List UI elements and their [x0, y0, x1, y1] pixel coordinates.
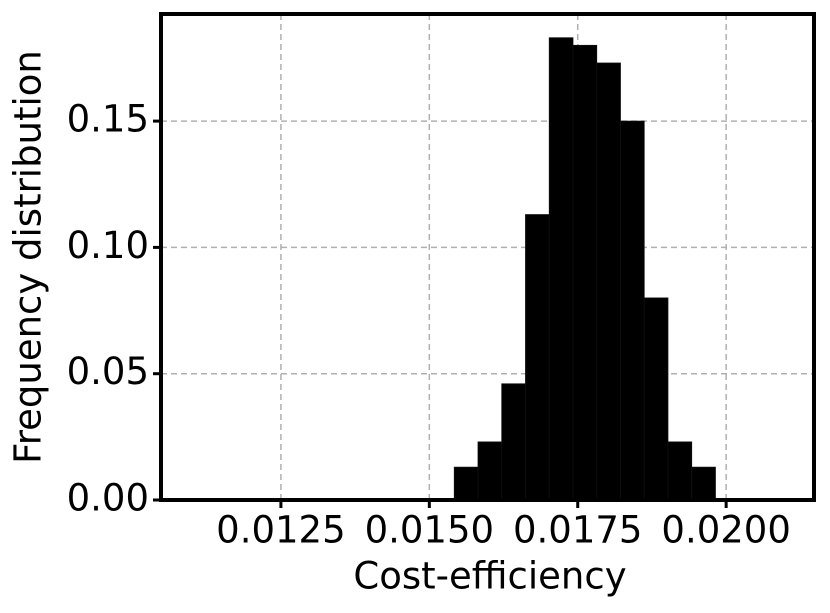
bar [691, 466, 716, 501]
y-tick-label: 0.10 [67, 224, 149, 267]
bar [667, 441, 693, 501]
bar [525, 214, 550, 501]
x-tick-label: 0.0175 [513, 509, 642, 552]
bar [643, 297, 669, 501]
bar [620, 120, 645, 501]
bar [548, 37, 574, 501]
x-tick-label: 0.0150 [365, 509, 494, 552]
y-tick-label: 0.15 [67, 98, 149, 141]
y-axis-label: Frequency distribution [7, 50, 50, 464]
plot-frame [159, 12, 816, 502]
bar [453, 466, 479, 501]
bar [477, 441, 503, 501]
x-axis-label: Cost-efficiency [353, 555, 626, 598]
x-tick-label: 0.0200 [661, 509, 790, 552]
bar [501, 383, 526, 501]
y-tick-label: 0.00 [67, 477, 149, 520]
bar [572, 44, 598, 501]
x-tick-label: 0.0125 [216, 509, 345, 552]
bar [596, 62, 621, 501]
y-tick-label: 0.05 [67, 350, 149, 393]
